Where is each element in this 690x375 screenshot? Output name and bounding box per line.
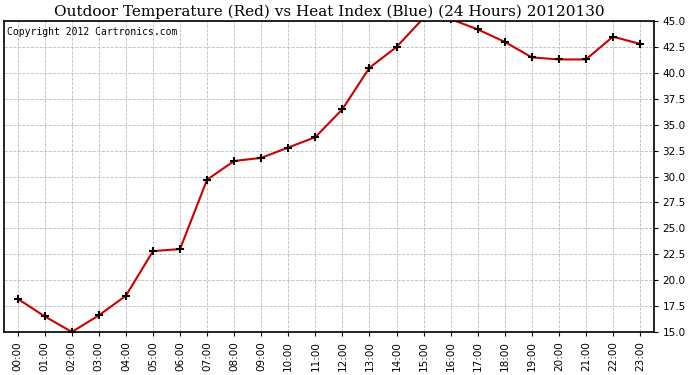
Title: Outdoor Temperature (Red) vs Heat Index (Blue) (24 Hours) 20120130: Outdoor Temperature (Red) vs Heat Index …	[54, 4, 604, 18]
Text: Copyright 2012 Cartronics.com: Copyright 2012 Cartronics.com	[8, 27, 178, 38]
